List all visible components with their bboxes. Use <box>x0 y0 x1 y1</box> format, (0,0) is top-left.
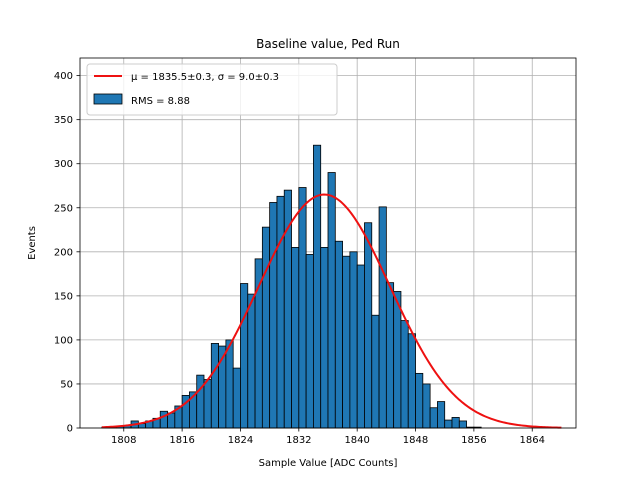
histogram-bar <box>247 293 256 429</box>
y-axis-ticks: 0 50 100 150 200 250 300 350 400 <box>54 71 80 435</box>
histogram-bar <box>437 401 446 429</box>
histogram-bar <box>385 282 395 429</box>
histogram-bar <box>196 374 205 429</box>
x-tick-label: 1856 <box>461 435 486 446</box>
histogram-bar <box>261 226 271 429</box>
legend: μ = 1835.5±0.3, σ = 9.0±0.3 RMS = 8.88 <box>86 63 338 116</box>
histogram-bar <box>364 222 373 429</box>
histogram-bar <box>320 247 329 429</box>
histogram-bar <box>276 195 285 429</box>
x-tick-label: 1808 <box>111 435 136 446</box>
chart-title: Baseline value, Ped Run <box>256 37 400 51</box>
histogram-bar <box>167 412 176 429</box>
y-tick-label: 250 <box>54 203 73 214</box>
histogram-bar <box>203 379 212 429</box>
histogram-bar <box>378 206 387 429</box>
histogram-bar <box>298 187 307 429</box>
histogram-bars <box>101 144 482 429</box>
histogram-bar <box>283 189 292 429</box>
legend-histogram-label: RMS = 8.88 <box>131 96 190 107</box>
fit-curve-layer <box>101 193 562 429</box>
histogram-bar <box>451 417 460 429</box>
histogram-bar <box>159 410 168 429</box>
histogram-bar <box>232 367 241 429</box>
histogram-bar <box>313 144 322 429</box>
x-tick-label: 1832 <box>286 435 311 446</box>
plot-frame <box>79 57 577 429</box>
histogram-bar <box>371 314 380 429</box>
histogram-bar <box>225 339 234 429</box>
histogram-bar <box>240 283 249 429</box>
y-tick-label: 200 <box>54 247 73 258</box>
legend-histogram-swatch <box>93 93 123 105</box>
x-tick-label: 1840 <box>344 435 369 446</box>
histogram-bar <box>458 420 467 429</box>
histogram-bar <box>356 264 365 429</box>
histogram-bar <box>415 372 424 429</box>
y-tick-label: 100 <box>54 335 73 346</box>
x-tick-label: 1824 <box>228 435 253 446</box>
histogram-bar <box>429 407 438 429</box>
histogram-bar <box>422 383 431 429</box>
histogram-bar <box>334 240 343 429</box>
y-tick-label: 350 <box>54 115 73 126</box>
histogram-bar <box>210 343 219 429</box>
histogram-bar <box>305 254 314 429</box>
histogram-bar <box>349 251 358 429</box>
histogram-bar <box>327 172 336 429</box>
histogram-bar <box>444 419 453 429</box>
histogram-bar <box>407 333 416 429</box>
x-tick-label: 1864 <box>520 435 545 446</box>
x-tick-label: 1848 <box>403 435 428 446</box>
histogram-bar <box>393 291 402 429</box>
y-tick-label: 400 <box>54 71 73 82</box>
legend-box <box>86 63 338 116</box>
x-axis-label: Sample Value [ADC Counts] <box>259 458 398 469</box>
y-tick-label: 50 <box>60 379 73 390</box>
histogram-bar <box>400 320 409 429</box>
y-tick-label: 0 <box>67 424 73 435</box>
y-axis-label: Events <box>27 226 38 260</box>
histogram-bar <box>291 247 300 429</box>
x-tick-label: 1816 <box>169 435 194 446</box>
histogram-bar <box>342 255 351 429</box>
x-axis-ticks: 1808 1816 1824 1832 1840 1848 1856 1864 <box>111 428 545 446</box>
legend-fit-label: μ = 1835.5±0.3, σ = 9.0±0.3 <box>131 72 279 83</box>
y-tick-label: 300 <box>54 159 73 170</box>
histogram-bar <box>269 202 278 429</box>
gaussian-fit-curve <box>101 193 562 429</box>
y-tick-label: 150 <box>54 291 73 302</box>
